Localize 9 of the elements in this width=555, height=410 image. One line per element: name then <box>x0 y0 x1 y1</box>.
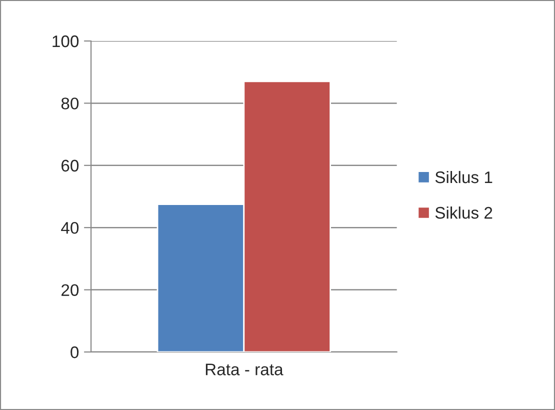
y-tick-label: 40 <box>61 222 79 234</box>
legend-label: Siklus 2 <box>435 206 492 219</box>
y-tick-label: 0 <box>70 346 79 358</box>
y-tick-label: 100 <box>52 35 79 48</box>
y-tick-label: 60 <box>62 160 79 172</box>
y-tick-label: 80 <box>61 98 79 110</box>
legend-label: Siklus 1 <box>435 170 492 184</box>
y-tick-label: 20 <box>62 284 79 296</box>
x-tick-label: Rata - rata <box>206 364 284 376</box>
